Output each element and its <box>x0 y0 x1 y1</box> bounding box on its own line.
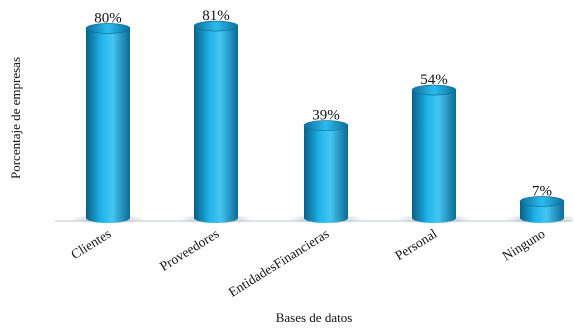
bar-body <box>412 90 456 224</box>
category-label: Clientes <box>68 226 113 262</box>
value-label: 39% <box>312 108 340 124</box>
bar-top-cap <box>519 196 565 207</box>
bar-proveedores <box>178 20 254 224</box>
bars-group <box>70 20 574 224</box>
value-label: 80% <box>94 10 122 26</box>
y-axis-title: Porcentaje de empresas <box>8 57 23 179</box>
bar-top-cap <box>85 23 131 34</box>
bar-top-cap <box>411 84 457 96</box>
bar-body <box>304 125 348 223</box>
category-labels-group: Clientes Proveedores EntidadesFinancieras P… <box>68 226 548 300</box>
bar-ninguno <box>504 196 574 224</box>
bar-personal <box>396 84 472 224</box>
value-label: 7% <box>532 183 552 199</box>
value-labels-group: 80% 81% 39% 54% 7% <box>94 8 552 199</box>
bar-body <box>86 28 130 224</box>
bar-entidadesfinancieras <box>288 120 364 224</box>
bar-top-cap <box>193 20 239 32</box>
bar-clientes <box>70 23 146 224</box>
category-label: Proveedores <box>157 226 222 274</box>
value-label: 54% <box>420 72 448 88</box>
category-label: EntidadesFinancieras <box>226 226 332 300</box>
bar-top-cap <box>303 120 349 131</box>
bar-body <box>194 26 238 224</box>
x-axis-title: Bases de datos <box>276 310 353 325</box>
category-label: Personal <box>392 226 440 263</box>
category-label: Ninguno <box>500 226 548 264</box>
bar-body <box>520 201 564 223</box>
value-label: 81% <box>202 8 230 24</box>
